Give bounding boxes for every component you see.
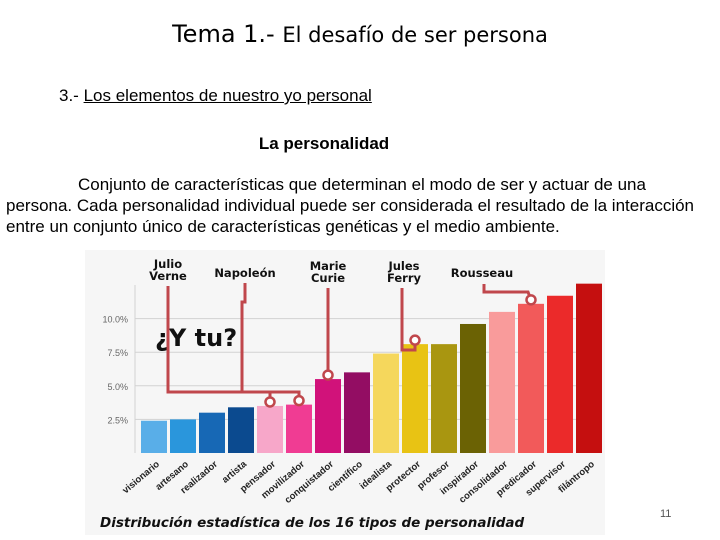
section-heading: 3.- Los elementos de nuestro yo personal <box>59 86 372 106</box>
y-tick-label: 7.5% <box>107 348 128 358</box>
bar <box>431 344 457 453</box>
chart-title: Distribución estadística de los 16 tipos… <box>100 515 525 531</box>
section-title: Los elementos de nuestro yo personal <box>83 86 372 105</box>
bar <box>402 344 428 453</box>
title-rest: El desafío de ser persona <box>282 23 548 47</box>
annotation-label: Jules Ferry <box>387 259 422 285</box>
bar <box>315 379 341 453</box>
page-number: 11 <box>660 508 672 520</box>
y-tick-label: 5.0% <box>107 382 128 392</box>
bar <box>199 412 225 453</box>
bar <box>547 295 573 453</box>
annotation-marker <box>293 394 305 407</box>
bar <box>141 420 167 453</box>
y-tick-label: 10.0% <box>102 315 128 325</box>
bar <box>489 311 515 453</box>
title-main: Tema 1.- <box>172 20 275 48</box>
x-tick-label: visionario <box>120 459 162 496</box>
bar <box>257 405 283 453</box>
bar <box>460 323 486 453</box>
annotation-label: Julio Verne <box>149 257 187 283</box>
bar <box>518 303 544 453</box>
bar <box>373 353 399 453</box>
annotation-marker <box>322 369 334 381</box>
subheading: La personalidad <box>258 134 390 153</box>
annotation-marker <box>525 294 537 306</box>
annotation-label: Marie Curie <box>310 259 347 285</box>
bar <box>228 407 254 453</box>
bar <box>344 372 370 453</box>
bar <box>286 404 312 453</box>
section-prefix: 3.- <box>59 86 79 105</box>
annotation-label: Napoleón <box>214 266 275 280</box>
annotation-marker <box>409 334 421 346</box>
annotation-line <box>240 283 301 401</box>
annotation-label: Rousseau <box>451 266 513 280</box>
bar <box>576 283 602 453</box>
y-tick-label: 2.5% <box>107 415 128 425</box>
annotation-marker <box>264 396 276 408</box>
annotation-line <box>482 284 533 301</box>
slide-title: Tema 1.- El desafío de ser persona <box>0 20 720 48</box>
bar <box>170 419 196 453</box>
definition-paragraph: Conjunto de características que determin… <box>6 175 695 236</box>
